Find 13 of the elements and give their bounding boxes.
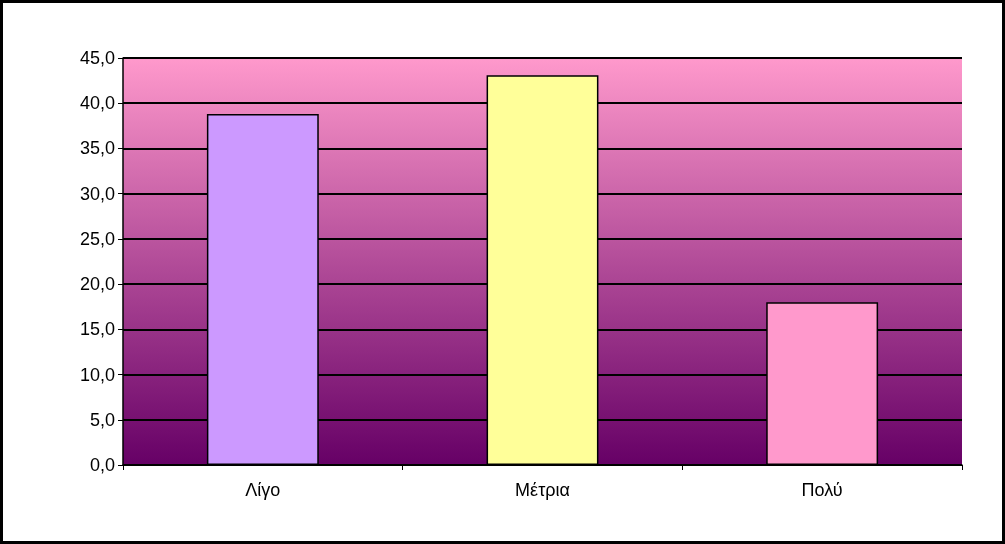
y-tick-label: 5,0 — [89, 409, 115, 430]
x-tick-label: Πολύ — [801, 480, 843, 500]
x-tick-label: Μέτρια — [515, 480, 570, 500]
x-tick-label: Λίγο — [245, 480, 281, 500]
y-tick-label: 15,0 — [79, 319, 115, 340]
y-tick-label: 20,0 — [79, 274, 115, 295]
y-tick-label: 10,0 — [79, 364, 115, 385]
y-tick-label: 45,0 — [79, 48, 115, 68]
y-tick-label: 0,0 — [89, 455, 115, 475]
y-tick-label: 25,0 — [79, 228, 115, 249]
y-tick-label: 30,0 — [79, 183, 115, 204]
y-tick-label: 40,0 — [79, 93, 115, 114]
y-tick-label: 35,0 — [79, 138, 115, 159]
